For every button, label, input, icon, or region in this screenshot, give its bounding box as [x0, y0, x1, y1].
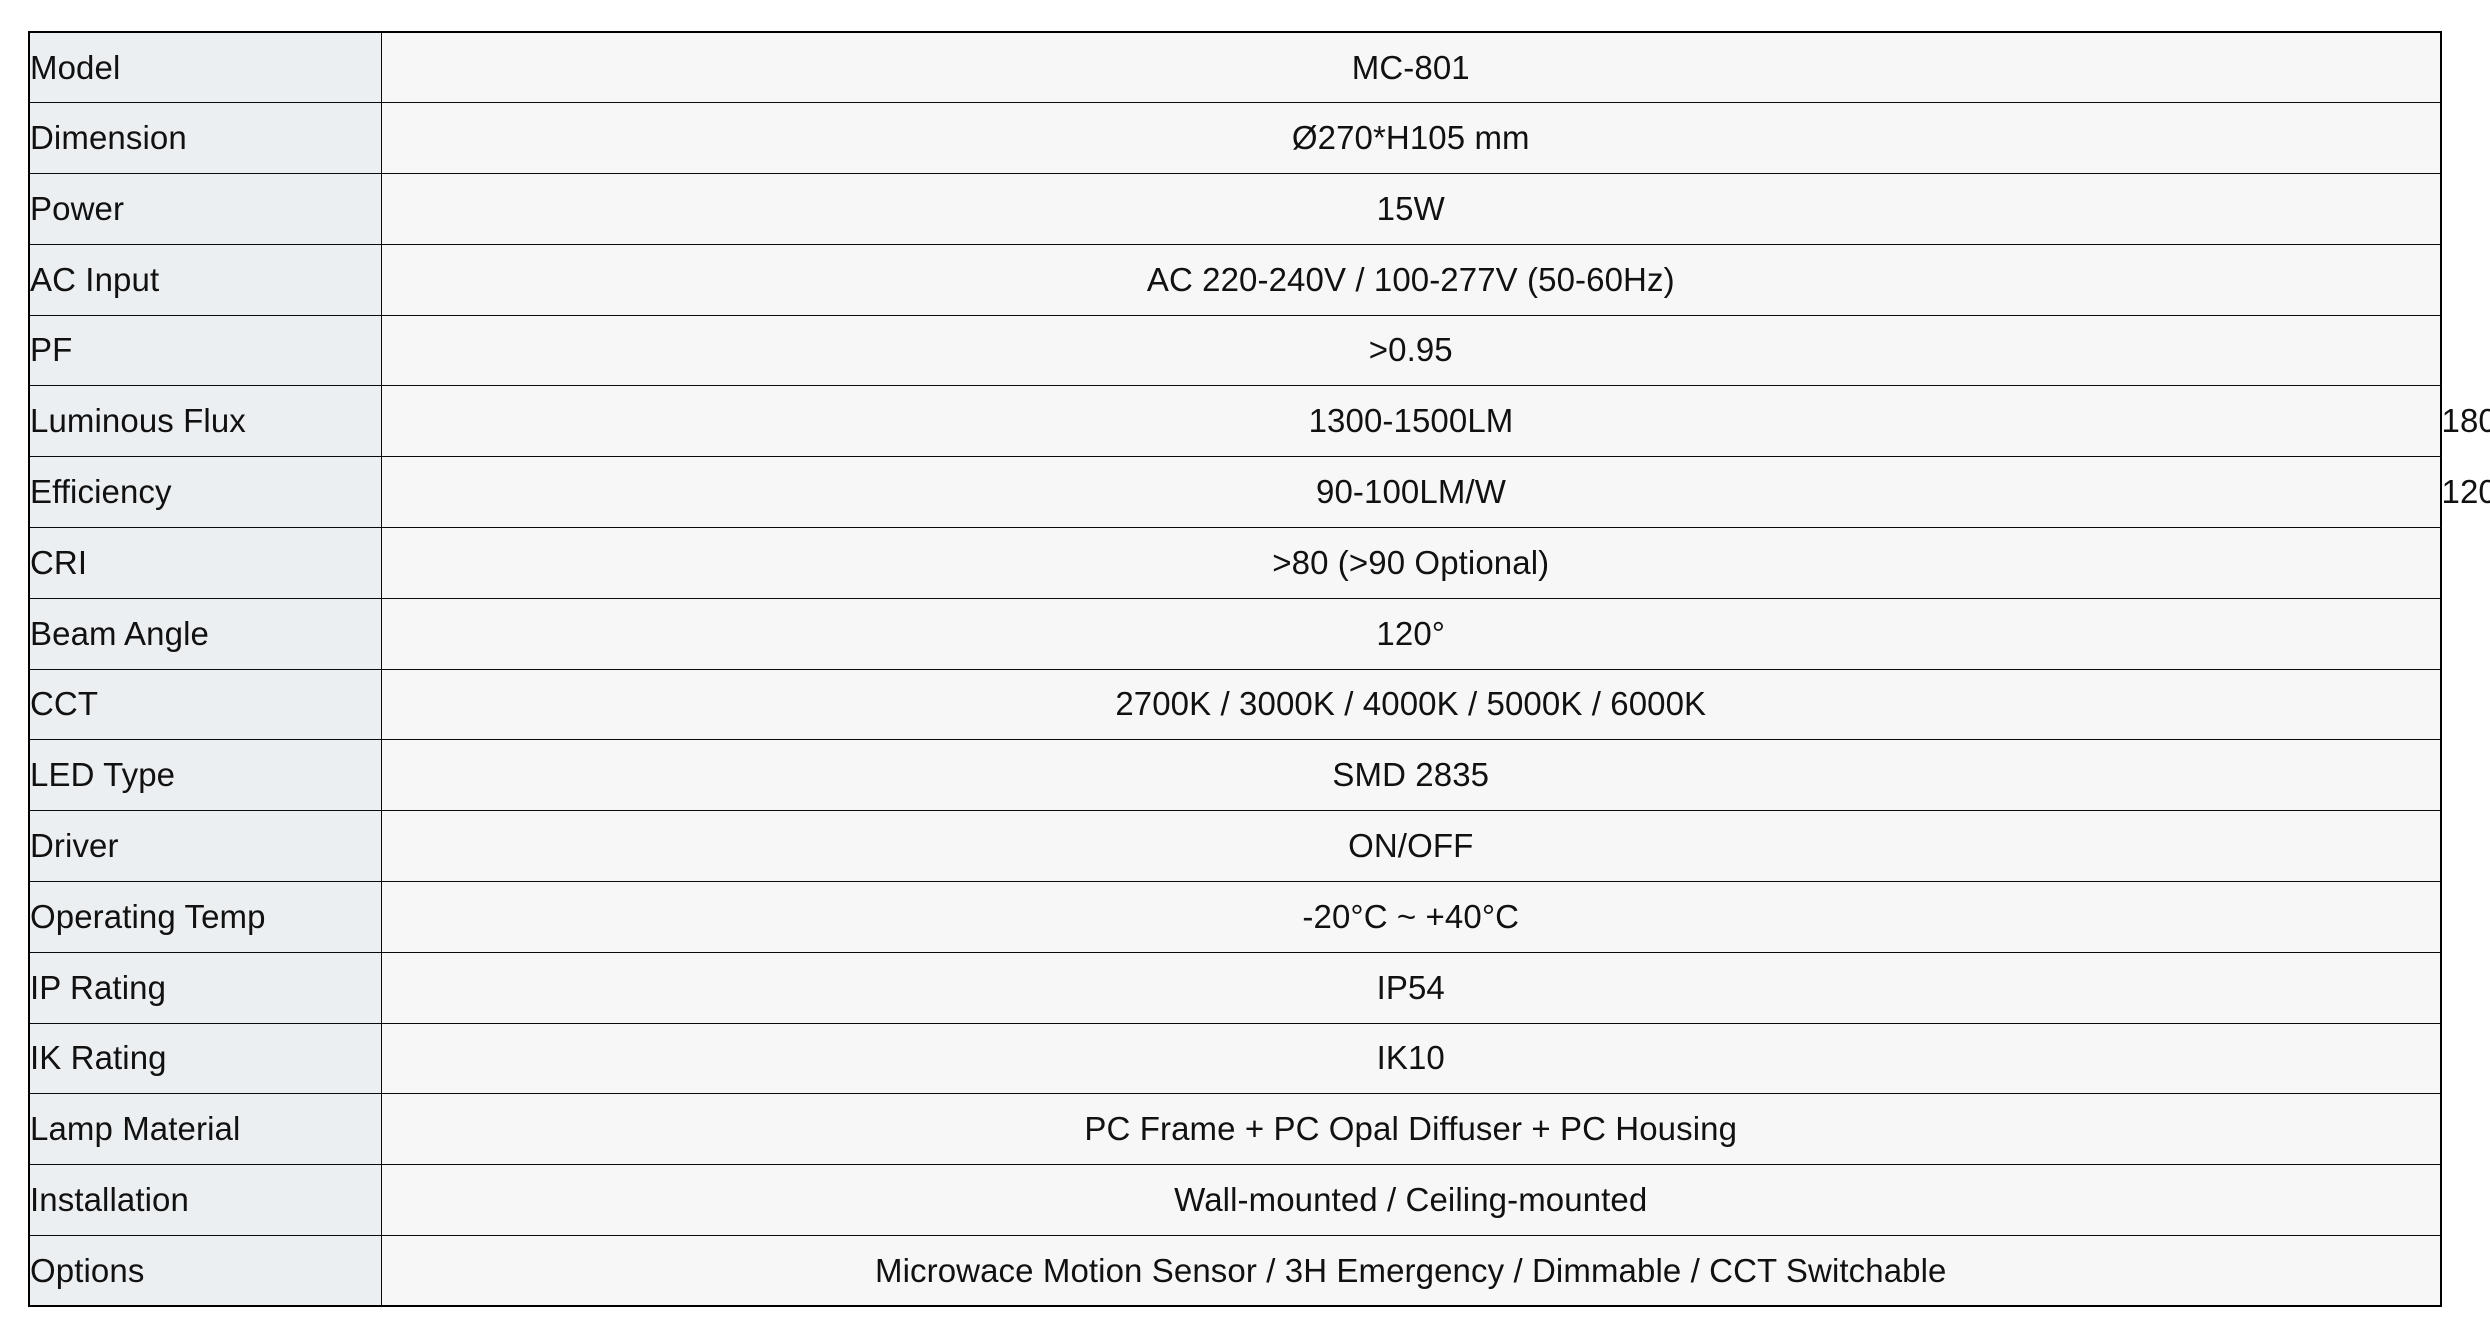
table-row: Lamp Material PC Frame + PC Opal Diffuser…: [28, 1093, 2442, 1166]
spec-value-cell: >0.95: [380, 314, 2442, 387]
table-row: CCT 2700K / 3000K / 4000K / 5000K / 6000K: [28, 668, 2442, 741]
spec-label-cell: CCT: [28, 668, 382, 741]
spec-label-cell: Power: [28, 173, 382, 245]
spec-label-cell: IP Rating: [28, 951, 382, 1024]
spec-value-cell: MC-801: [380, 31, 2442, 104]
table-row: Power 15W: [28, 173, 2442, 245]
table-row: Options Microwace Motion Sensor / 3H Emer…: [28, 1235, 2442, 1308]
spec-value-cell: Ø270*H105 mm: [380, 102, 2442, 175]
spec-label-cell: AC Input: [28, 243, 382, 316]
spec-label-cell: Dimension: [28, 102, 382, 175]
spec-value-cell-left: 1300-1500LM: [380, 385, 2442, 458]
spec-value-cell: -20°C ~ +40°C: [380, 881, 2442, 953]
spec-value-cell: Microwace Motion Sensor / 3H Emergency /…: [380, 1235, 2442, 1308]
spec-label-cell: Beam Angle: [28, 597, 382, 670]
spec-label-cell: Efficiency: [28, 456, 382, 529]
spec-value-cell-left: 90-100LM/W: [380, 456, 2442, 529]
table-row: CRI >80 (>90 Optional): [28, 527, 2442, 599]
spec-label-cell: LED Type: [28, 739, 382, 812]
table-row: Beam Angle 120°: [28, 597, 2442, 670]
spec-value-cell: 120°: [380, 597, 2442, 670]
table-row: Dimension Ø270*H105 mm: [28, 102, 2442, 175]
spec-label-cell: Model: [28, 31, 382, 104]
table-row: Driver ON/OFF: [28, 810, 2442, 883]
spec-label-cell: Options: [28, 1235, 382, 1308]
spec-value-cell: AC 220-240V / 100-277V (50-60Hz): [380, 243, 2442, 316]
specification-table-body: Model MC-801 Dimension Ø270*H105 mm Power 15W…: [28, 31, 2490, 1308]
spec-value-cell: IK10: [380, 1022, 2442, 1095]
table-row: LED Type SMD 2835: [28, 739, 2442, 812]
table-row: Installation Wall-mounted / Ceiling-mount…: [28, 1164, 2442, 1237]
table-row: Model MC-801: [28, 31, 2442, 104]
table-row: Operating Temp -20°C ~ +40°C: [28, 881, 2442, 953]
spec-label-cell: IK Rating: [28, 1022, 382, 1095]
spec-value-cell: SMD 2835: [380, 739, 2442, 812]
spec-value-cell: Wall-mounted / Ceiling-mounted: [380, 1164, 2442, 1237]
table-row: IP Rating IP54: [28, 951, 2442, 1024]
spec-label-cell: Installation: [28, 1164, 382, 1237]
spec-value-cell: 2700K / 3000K / 4000K / 5000K / 6000K: [380, 668, 2442, 741]
table-row: PF >0.95: [28, 314, 2442, 387]
spec-value-cell: PC Frame + PC Opal Diffuser + PC Housing: [380, 1093, 2442, 1166]
table-row: IK Rating IK10: [28, 1022, 2442, 1095]
spec-value-cell: IP54: [380, 951, 2442, 1024]
spec-label-cell: Lamp Material: [28, 1093, 382, 1166]
table-row: AC Input AC 220-240V / 100-277V (50-60Hz): [28, 243, 2442, 316]
spec-value-cell: ON/OFF: [380, 810, 2442, 883]
spec-value-cell: 15W: [380, 173, 2442, 245]
spec-label-cell: CRI: [28, 527, 382, 599]
spec-label-cell: Driver: [28, 810, 382, 883]
spec-label-cell: Luminous Flux: [28, 385, 382, 458]
spec-value-cell: >80 (>90 Optional): [380, 527, 2442, 599]
specification-table: Model MC-801 Dimension Ø270*H105 mm Power 15W…: [28, 31, 2490, 1308]
spec-label-cell: Operating Temp: [28, 881, 382, 953]
spec-label-cell: PF: [28, 314, 382, 387]
